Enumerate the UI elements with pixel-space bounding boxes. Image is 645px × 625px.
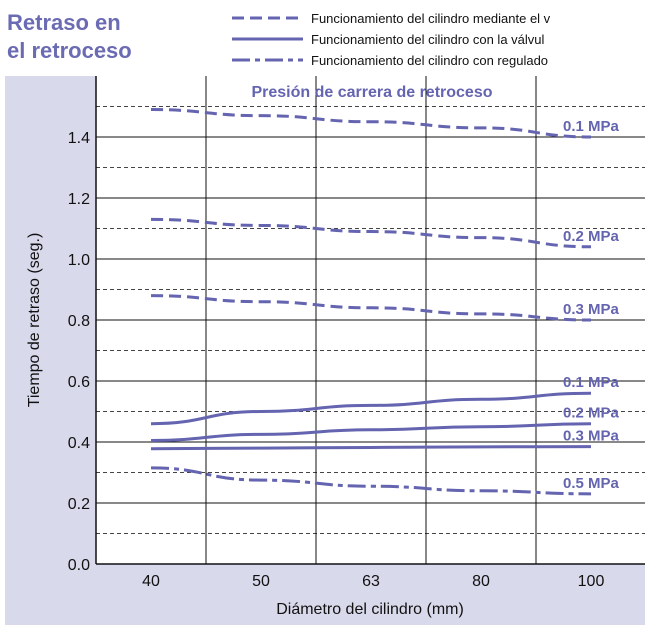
- tick-labels: 0.0 0.2 0.4 0.6 0.8 1.0 1.2 1.4 40 50 63 80 100: [68, 130, 605, 590]
- y-tick-label: 0.8: [68, 313, 90, 330]
- x-axis-label: Diámetro del cilindro (mm): [276, 601, 464, 618]
- pressure-labels: 0.1 MPa 0.2 MPa 0.3 MPa 0.1 MPa 0.2 MPa 0.3 M…: [563, 118, 620, 492]
- series-line-solid: [150, 445, 592, 451]
- x-tick-label: 50: [252, 573, 270, 590]
- pressure-label: 0.2 MPa: [563, 228, 620, 245]
- series-line-solid: [150, 422, 592, 442]
- pressure-label: 0.3 MPa: [563, 428, 620, 445]
- grid: [95, 76, 645, 565]
- pressure-label: 0.3 MPa: [563, 301, 620, 318]
- y-tick-label: 0.0: [68, 557, 90, 574]
- x-tick-label: 40: [142, 573, 160, 590]
- x-tick-label: 63: [362, 573, 380, 590]
- series-line-dashed: [150, 217, 592, 249]
- pressure-label: 0.2 MPa: [563, 405, 620, 422]
- legend: Funcionamiento del cilindro mediante el …: [232, 11, 551, 68]
- series-line-dashdot: [150, 466, 592, 496]
- y-tick-label: 1.2: [68, 191, 90, 208]
- pressure-label: 0.1 MPa: [563, 374, 620, 391]
- series-line-dashed: [150, 294, 592, 322]
- title-line-1: Retraso en: [7, 10, 121, 35]
- y-tick-label: 0.4: [68, 435, 90, 452]
- title-line-2: el retroceso: [7, 38, 132, 63]
- series-line-dashed: [150, 108, 592, 139]
- x-tick-label: 100: [578, 573, 605, 590]
- y-axis-label: Tiempo de retraso (seg.): [26, 233, 43, 408]
- chart-subtitle: Presión de carrera de retroceso: [251, 84, 492, 101]
- series-line-solid: [150, 391, 592, 426]
- y-tick-label: 1.4: [68, 130, 90, 147]
- legend-label-solid: Funcionamiento del cilindro con la válvu…: [311, 32, 545, 47]
- x-tick-label: 80: [472, 573, 490, 590]
- pressure-label: 0.5 MPa: [563, 475, 620, 492]
- data-series: [150, 108, 592, 496]
- y-tick-label: 1.0: [68, 252, 90, 269]
- legend-label-dashed: Funcionamiento del cilindro mediante el …: [311, 11, 551, 26]
- y-tick-label: 0.6: [68, 374, 90, 391]
- legend-label-dashdot: Funcionamiento del cilindro con regulado: [311, 53, 548, 68]
- y-tick-label: 0.2: [68, 496, 90, 513]
- pressure-label: 0.1 MPa: [563, 118, 620, 135]
